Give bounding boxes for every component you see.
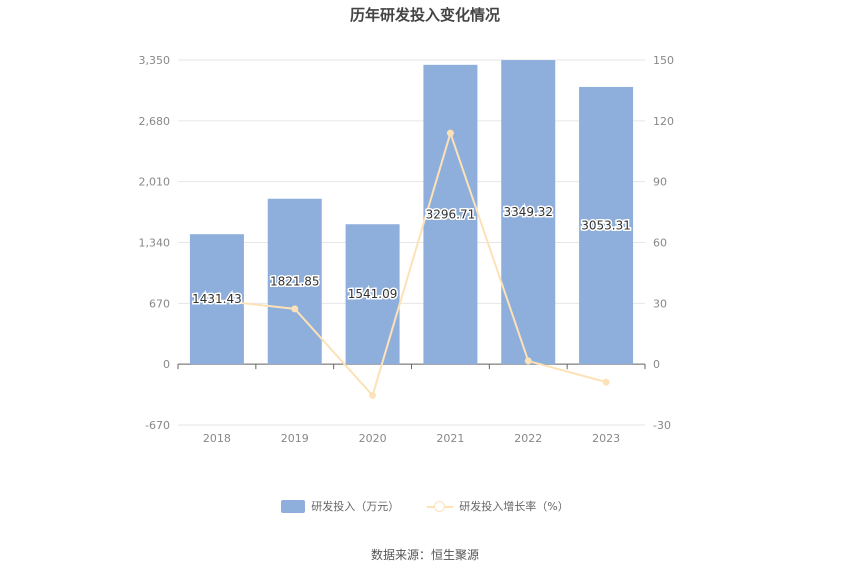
- bar-value-label: 3296.71: [426, 208, 476, 222]
- bar: [423, 64, 478, 365]
- bar: [267, 198, 322, 365]
- y-right-tick-label: 60: [653, 237, 667, 250]
- y-right-tick-label: 30: [653, 297, 667, 310]
- growth-point: [524, 357, 532, 365]
- x-tick-label: 2019: [281, 432, 309, 445]
- y-left-tick-label: 3,350: [139, 54, 171, 67]
- legend: 研发投入（万元） 研发投入增长率（%）: [0, 498, 850, 514]
- y-left-tick-label: -670: [145, 419, 170, 432]
- legend-item-bar[interactable]: 研发投入（万元）: [281, 498, 399, 514]
- y-right-tick-label: 120: [653, 115, 674, 128]
- y-left-tick-label: 2,680: [139, 115, 171, 128]
- y-right-tick-label: -30: [653, 419, 671, 432]
- y-right-tick-label: 150: [653, 54, 674, 67]
- bar-value-label: 1821.85: [270, 274, 320, 288]
- growth-point: [446, 129, 454, 137]
- legend-bar-swatch: [281, 499, 306, 513]
- growth-point: [213, 296, 221, 304]
- bar: [501, 60, 556, 365]
- legend-item-line[interactable]: 研发投入增长率（%）: [427, 498, 569, 514]
- bar: [345, 224, 400, 365]
- bar-value-label: 3053.31: [581, 219, 631, 233]
- bar-value-label: 3349.32: [503, 205, 553, 219]
- bar: [579, 86, 634, 365]
- x-tick-label: 2022: [514, 432, 542, 445]
- y-left-tick-label: 670: [149, 297, 170, 310]
- y-left-tick-label: 1,340: [139, 237, 171, 250]
- x-tick-label: 2023: [592, 432, 620, 445]
- growth-line: [216, 129, 607, 398]
- y-left-tick-label: 0: [163, 358, 170, 371]
- x-tick-label: 2021: [436, 432, 464, 445]
- growth-point: [369, 391, 377, 399]
- y-right-tick-label: 0: [653, 358, 660, 371]
- legend-line-label: 研发投入增长率（%）: [459, 500, 569, 513]
- x-tick-label: 2018: [203, 432, 231, 445]
- bar-value-label: 1431.43: [192, 292, 242, 306]
- chart-title: 历年研发投入变化情况: [349, 6, 500, 24]
- x-tick-label: 2020: [359, 432, 387, 445]
- growth-point: [602, 378, 610, 386]
- chart-area: 3,350 150 2,680 120 2,010 90 1,340 60 670 30 0 0 -67…: [139, 54, 675, 445]
- legend-line-swatch: [427, 500, 454, 513]
- y-left-tick-label: 2,010: [139, 176, 171, 189]
- bar-value-label: 1541.09: [348, 287, 398, 301]
- data-source: 数据来源：恒生聚源: [370, 548, 479, 562]
- legend-bar-label: 研发投入（万元）: [311, 500, 400, 513]
- growth-point: [291, 305, 299, 313]
- y-right-tick-label: 90: [653, 176, 667, 189]
